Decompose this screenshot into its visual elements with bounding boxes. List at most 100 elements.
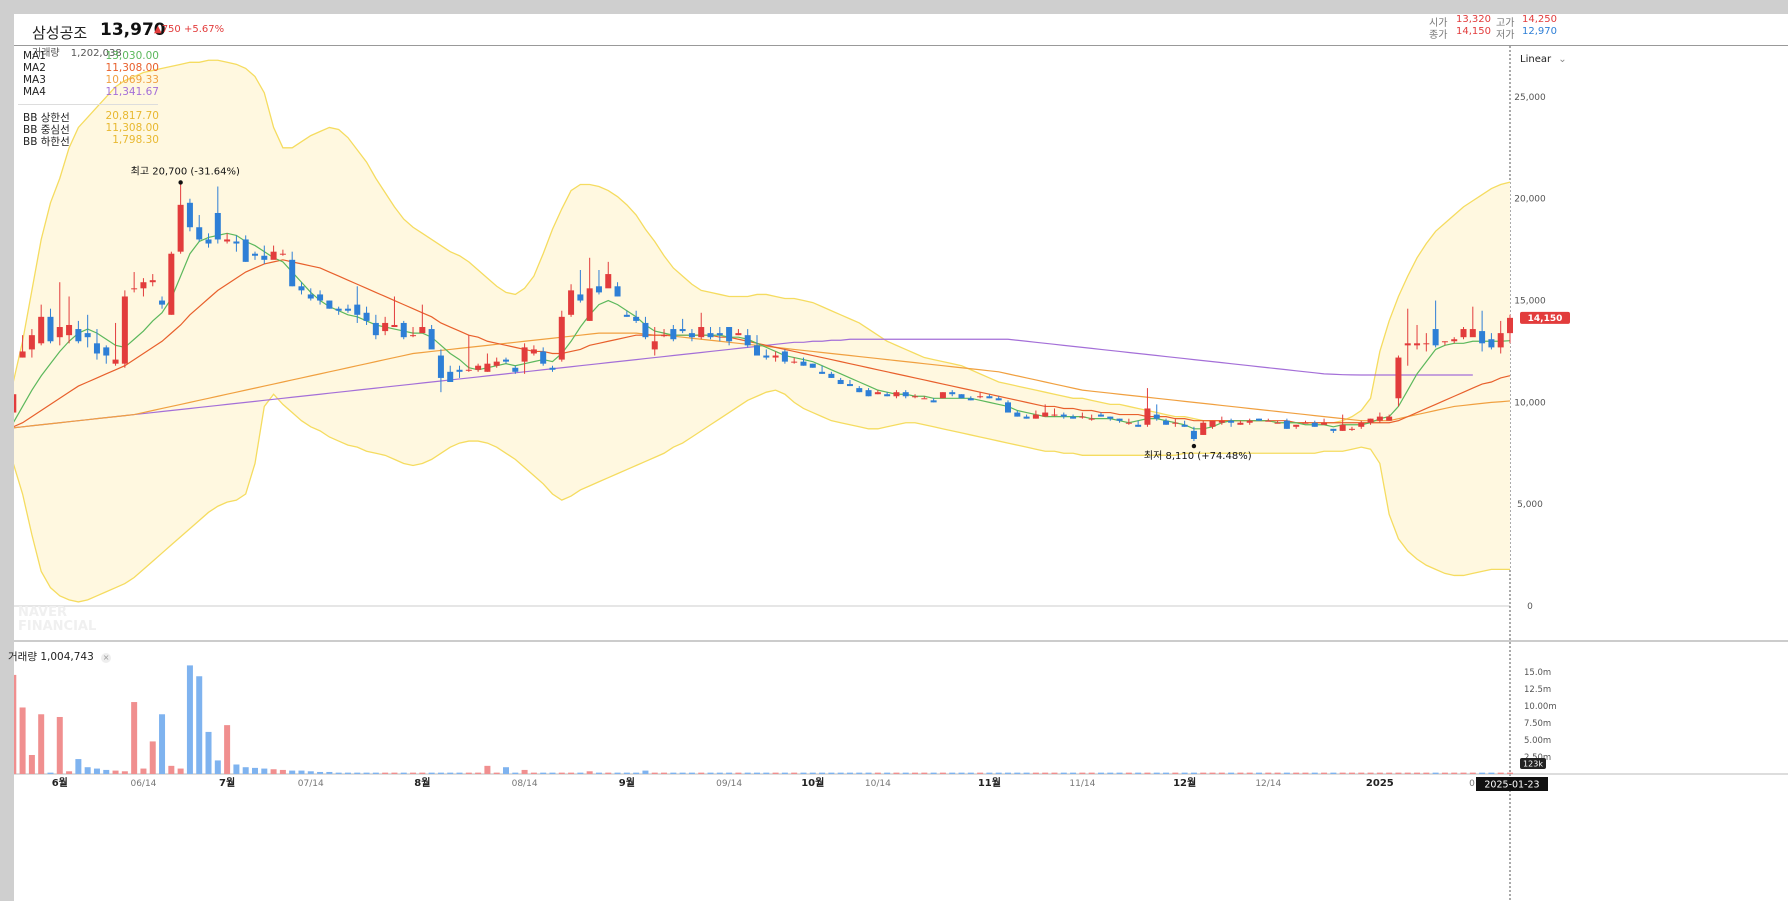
candle [326,300,333,309]
candle [1256,418,1262,421]
current-date-tag [1476,777,1548,791]
candle [279,253,286,255]
ma4-line [14,338,1473,429]
candle [912,396,919,398]
candle [344,308,351,311]
volume-bar [1256,772,1262,774]
volume-bar [614,772,621,774]
volume-bar [1367,772,1374,774]
volume-bar [224,725,231,774]
candle [1376,416,1383,421]
last-price-tag [1520,311,1570,324]
volume-bar [874,772,881,774]
volume-bar [382,772,389,774]
volume-bar [893,772,900,774]
volume-bar [846,772,853,774]
volume-bar [214,760,221,774]
candle [177,204,184,252]
volume-bar [335,772,342,774]
volume-bar [986,772,993,774]
candle [242,239,249,262]
indicator-legend: MA1 13,030.00 MA2 11,308.00 MA3 10,069.33 MA4 1… [14,50,174,160]
volume-bar [484,765,491,774]
volume-bar [1070,772,1077,774]
candle [949,392,956,395]
candle [1507,317,1513,334]
volume-bar [828,772,835,774]
candle [995,398,1002,401]
candle [986,396,993,399]
candle [893,392,900,397]
volume-bar [493,772,500,774]
candle [140,282,147,289]
volume-bar [633,772,640,774]
candle [1218,420,1225,423]
y-tick-label: 10,000 [1514,398,1546,408]
candle [1116,418,1123,421]
high-value: 14,250 [1522,14,1557,25]
candle [902,392,909,397]
candle [289,259,296,287]
volume-bar [856,772,863,774]
candle [1423,343,1430,345]
candle [558,316,565,360]
x-tick-label: 06/14 [130,779,156,789]
open-label: 시가 [1429,18,1448,29]
volume-bar [1404,772,1411,774]
volume-bar [716,772,723,774]
high-label: 고가 [1496,18,1515,29]
candle [298,286,305,291]
close-icon[interactable]: × [101,653,112,663]
candle [1125,422,1132,424]
volume-bar [577,772,584,774]
volume-bar [289,770,296,774]
candle [14,394,17,413]
candle [512,367,519,372]
candle [1386,416,1393,421]
candle [1414,343,1421,346]
volume-bar [1042,772,1049,774]
volume-bar [419,772,426,774]
candle [484,363,491,372]
candle [261,255,268,260]
candle [1330,428,1337,431]
volume-bar [958,772,965,774]
volume-bar [912,772,919,774]
legend-separator [18,104,158,105]
candle [1302,422,1309,424]
volume-bar [1451,772,1458,774]
volume-bar [540,772,547,774]
y-tick-label: 0 [1527,602,1533,612]
scale-mode-label: Linear [1520,54,1552,65]
candle [465,369,472,371]
price-chart[interactable]: 0 5,000 10,000 15,000 20,000 25,000 14,150 최고 2… [14,14,1788,901]
volume-bar [66,771,73,774]
volume-bar [1423,772,1430,774]
candle [1311,422,1318,427]
x-tick-label: 10/14 [865,779,891,789]
candle [1404,343,1411,346]
candle [837,379,844,385]
volume-bar [252,767,258,774]
candle [75,329,82,342]
candle [93,343,100,354]
volume-bar [47,772,54,774]
candle [791,361,798,363]
volume-bar [1079,772,1086,774]
low-marker [1191,443,1197,449]
candle [707,333,714,338]
candle [856,388,863,393]
scale-mode-select[interactable]: Linear ⌄ [1520,54,1567,65]
volume-bar [1441,772,1448,774]
volume-bar [1135,772,1142,774]
volume-bar [1507,772,1513,774]
volume-bar [1218,772,1225,774]
candle [1181,424,1188,427]
volume-bar [819,772,826,774]
volume-bar [1190,772,1197,774]
x-tick-label: 7월 [219,777,235,789]
candle [1274,422,1281,424]
volume-bar [1432,772,1439,774]
candle [391,324,398,328]
volume-bar [726,772,733,774]
